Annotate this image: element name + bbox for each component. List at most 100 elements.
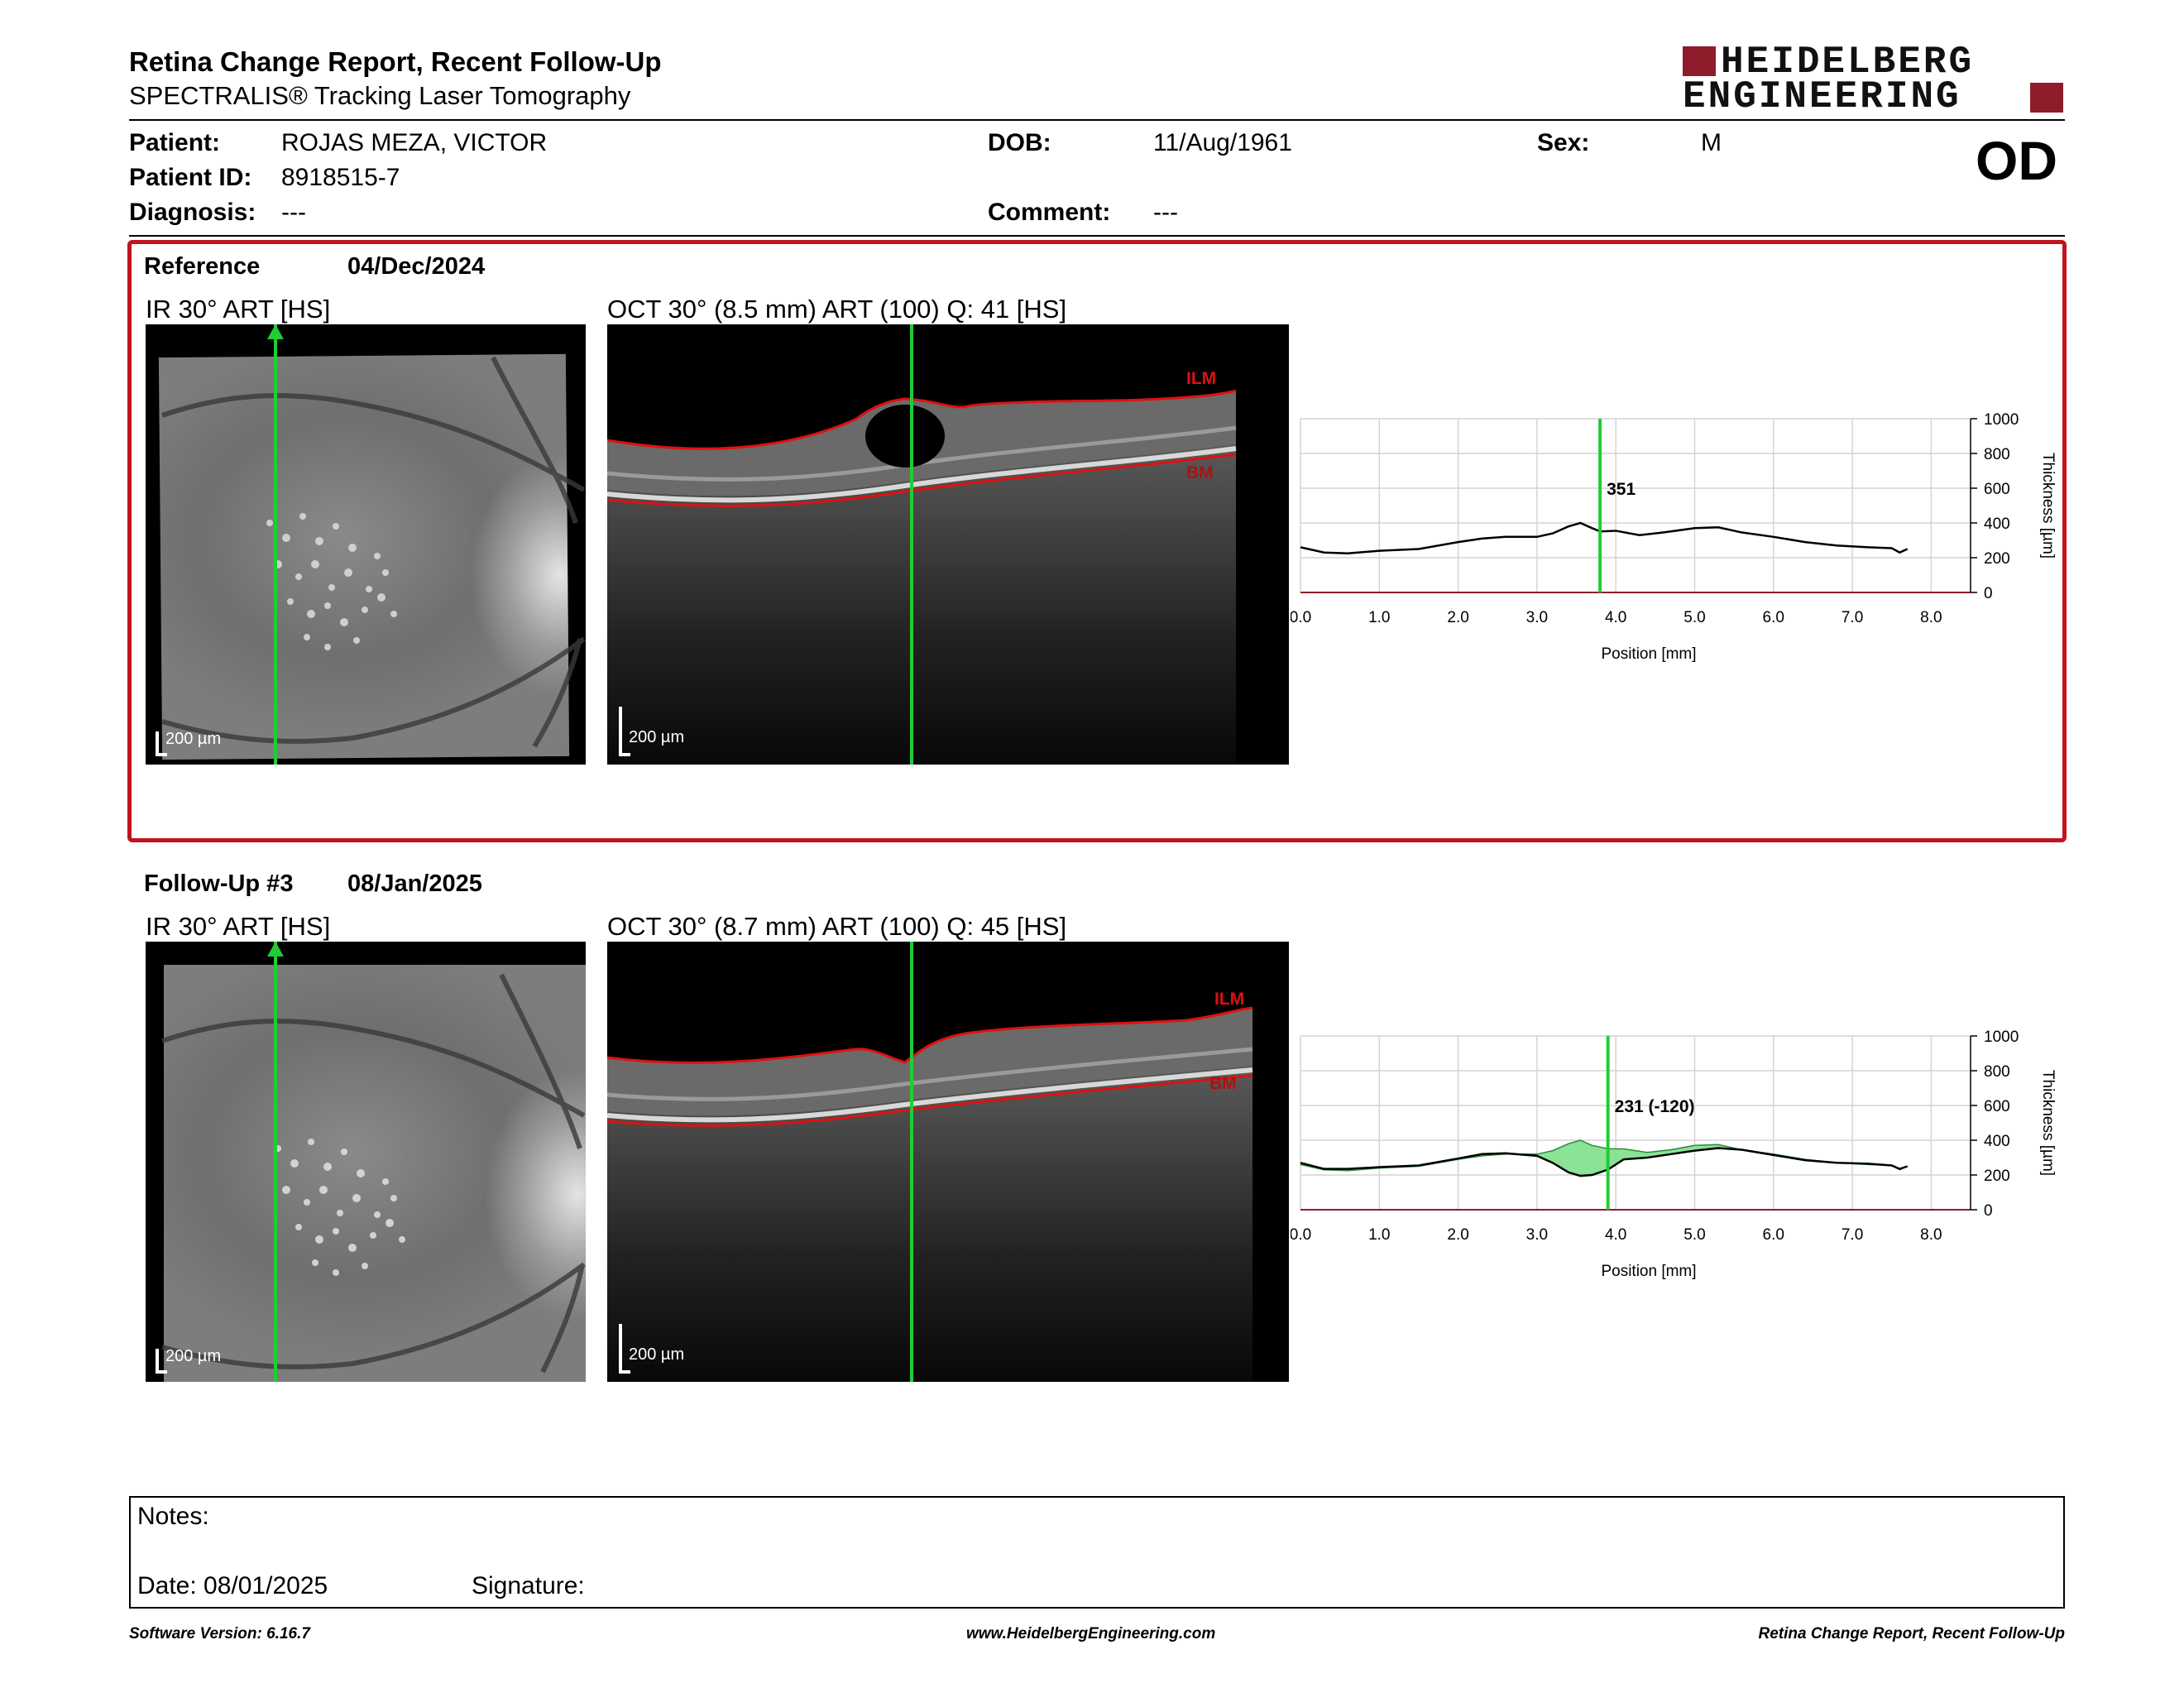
patient-id-label: Patient ID: [129,164,252,191]
x-tick-label: 2.0 [1447,609,1468,626]
scan-line [274,942,277,1382]
reference-thickness-chart: 0 200 400 600 800 1000 0.0 1.0 2.0 3.0 4.0 5.0 6.0 7.… [1291,411,2057,663]
dob-value: 11/Aug/1961 [1153,129,1292,156]
bm-line [607,1074,1253,1127]
bm-label: BM [1209,1074,1237,1093]
reference-ir-caption: IR 30° ART [HS] [146,295,331,324]
report-title: Retina Change Report, Recent Follow-Up [129,46,662,77]
x-tick-label: 0.0 [1291,1226,1311,1244]
oct-bscan: ILM BM [607,369,1237,765]
x-tick-label: 7.0 [1842,609,1863,626]
notes-date: Date: 08/01/2025 [137,1572,328,1599]
scan-arrow-icon [267,942,284,957]
exudate-spots [275,1139,405,1276]
scan-arrow-icon [267,324,284,339]
bm-label: BM [1186,463,1214,482]
oct-bscan: ILM BM [607,990,1253,1382]
followup-ir-caption: IR 30° ART [HS] [146,912,331,941]
oct-cursor-line[interactable] [910,942,913,1382]
x-tick-label: 4.0 [1605,609,1626,626]
x-tick-label: 0.0 [1291,609,1311,626]
ir-scale-label: 200 µm [165,1347,222,1365]
oct-scale-bar: 200 µm [619,1319,718,1374]
report-subtitle: SPECTRALIS® Tracking Laser Tomography [129,81,631,110]
reference-ir-fundus-image[interactable]: 200 µm [146,324,586,765]
ilm-label: ILM [1214,990,1244,1009]
x-tick-label: 5.0 [1684,609,1705,626]
followup-oct-bscan-image[interactable]: ILM BM 200 µm [607,942,1289,1382]
sex-label: Sex: [1537,129,1590,156]
ir-scale-bar: 200 µm [156,1347,255,1374]
cursor-value-label: 231 (-120) [1615,1097,1695,1116]
x-axis-label: Position [mm] [1601,645,1696,663]
oct-cursor-line[interactable] [910,324,913,765]
x-axis-label: Position [mm] [1601,1263,1696,1280]
cyst-cavity [865,405,945,468]
logo-line-1: HEIDELBERG [1721,41,1975,84]
ir-scale-label: 200 µm [165,730,222,748]
eye-indicator: OD [1976,130,2057,191]
followup-thickness-chart: 0 200 400 600 800 1000 0.0 1.0 2.0 3.0 4.0 5.0 6.0 7.… [1291,1029,2057,1280]
scan-line [274,324,277,765]
reference-oct-caption: OCT 30° (8.5 mm) ART (100) Q: 41 [HS] [607,295,1067,324]
patient-id: 8918515-7 [281,164,400,191]
diagnosis-value: --- [281,199,306,226]
reference-oct-bscan-image[interactable]: ILM BM 200 µm [607,324,1289,765]
patient-label: Patient: [129,129,221,156]
x-tick-label: 4.0 [1605,1226,1626,1244]
y-tick-label: 800 [1984,446,2010,463]
ilm-label: ILM [1186,369,1216,388]
x-tick-label: 3.0 [1526,609,1548,626]
heidelberg-logo: HEIDELBERG ENGINEERING [1683,41,2063,118]
x-tick-label: 6.0 [1763,1226,1784,1244]
y-tick-label: 400 [1984,1133,2010,1150]
ilm-line [607,1006,1253,1064]
logo-square-icon [1683,46,1716,76]
comment-label: Comment: [988,199,1111,226]
x-tick-label: 1.0 [1368,1226,1390,1244]
x-tick-label: 8.0 [1920,1226,1942,1244]
y-axis-label: Thickness [µm] [2039,1070,2057,1176]
cursor-value-label: 351 [1607,480,1636,499]
y-tick-label: 200 [1984,550,2010,568]
oct-scale-label: 200 µm [629,1345,685,1364]
fundus-overlay [161,973,586,1374]
patient-name: ROJAS MEZA, VICTOR [281,129,548,156]
y-tick-label: 600 [1984,481,2010,498]
dob-label: DOB: [988,129,1051,156]
ilm-line [607,389,1237,450]
y-tick-label: 800 [1984,1063,2010,1081]
y-tick-label: 200 [1984,1168,2010,1185]
y-tick-label: 400 [1984,516,2010,533]
fundus-overlay [161,356,586,748]
reference-section-frame [127,240,2067,842]
oct-scale-label: 200 µm [629,728,685,746]
y-tick-label: 0 [1984,1202,1993,1220]
website-link[interactable]: www.HeidelbergEngineering.com [966,1625,1216,1642]
y-tick-label: 1000 [1984,411,2019,429]
logo-line-2: ENGINEERING [1683,75,1961,118]
x-tick-label: 2.0 [1447,1226,1468,1244]
reference-date: 04/Dec/2024 [347,253,486,280]
diagnosis-label: Diagnosis: [129,199,256,226]
notes-label: Notes: [137,1503,209,1530]
x-tick-label: 7.0 [1842,1226,1863,1244]
y-tick-label: 600 [1984,1098,2010,1115]
header-divider [129,119,2065,121]
y-tick-label: 1000 [1984,1029,2019,1046]
thickness-series-line [1300,521,1909,555]
oct-scale-bar: 200 µm [619,702,718,756]
sex-value: M [1701,129,1722,156]
followup-label: Follow-Up #3 [144,870,294,897]
reference-label: Reference [144,253,261,280]
patient-divider [129,235,2065,237]
footer-report-name: Retina Change Report, Recent Follow-Up [1758,1625,2065,1642]
signature-label: Signature: [472,1572,585,1599]
followup-oct-caption: OCT 30° (8.7 mm) ART (100) Q: 45 [HS] [607,912,1067,941]
followup-date: 08/Jan/2025 [347,870,482,897]
notes-box[interactable]: Notes: Date: 08/01/2025 Signature: [129,1496,2065,1609]
x-tick-label: 6.0 [1763,609,1784,626]
y-tick-label: 0 [1984,585,1993,602]
followup-ir-fundus-image[interactable]: 200 µm [146,942,586,1382]
y-axis-label: Thickness [µm] [2039,453,2057,559]
